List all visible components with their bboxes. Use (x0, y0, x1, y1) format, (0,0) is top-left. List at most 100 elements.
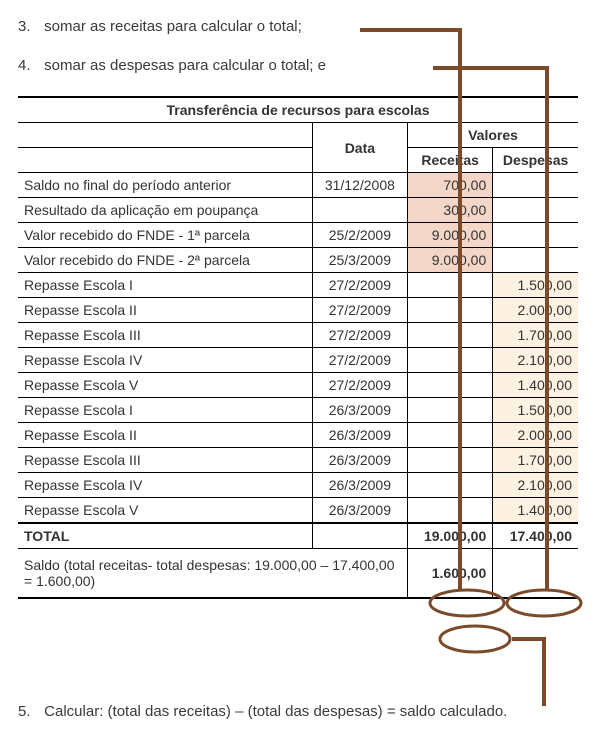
table-row: Repasse Escola II27/2/2009 2.000,00 (18, 298, 578, 323)
cell-receitas: 300,00 (408, 198, 493, 223)
table-row: Repasse Escola V27/2/2009 1.400,00 (18, 373, 578, 398)
header-data: Data (312, 123, 407, 173)
total-despesas: 17.400,00 (493, 523, 578, 549)
cell-despesas (493, 248, 578, 273)
cell-data: 27/2/2009 (312, 323, 407, 348)
table-row: Repasse Escola I26/3/2009 1.500,00 (18, 398, 578, 423)
header-valores: Valores (408, 123, 578, 148)
cell-data: 27/2/2009 (312, 348, 407, 373)
cell-despesas: 1.500,00 (493, 398, 578, 423)
table-summary: TOTAL 19.000,00 17.400,00 Saldo (total r… (18, 523, 578, 598)
cell-desc: Repasse Escola II (18, 423, 312, 448)
cell-data: 27/2/2009 (312, 298, 407, 323)
cell-data: 26/3/2009 (312, 448, 407, 473)
table-body: Saldo no final do período anterior31/12/… (18, 173, 578, 524)
cell-desc: Repasse Escola V (18, 373, 312, 398)
cell-despesas: 2.100,00 (493, 348, 578, 373)
table-row: Repasse Escola III26/3/2009 1.700,00 (18, 448, 578, 473)
table-row: Repasse Escola II26/3/2009 2.000,00 (18, 423, 578, 448)
cell-despesas: 2.000,00 (493, 298, 578, 323)
table-row: Repasse Escola V26/3/2009 1.400,00 (18, 498, 578, 524)
cell-data: 27/2/2009 (312, 273, 407, 298)
cell-receitas (408, 448, 493, 473)
header-empty2 (18, 148, 312, 173)
cell-despesas: 1.400,00 (493, 498, 578, 524)
page: 3. somar as receitas para calcular o tot… (0, 0, 596, 745)
cell-desc: Repasse Escola II (18, 298, 312, 323)
cell-desc: Repasse Escola I (18, 398, 312, 423)
cell-despesas: 1.400,00 (493, 373, 578, 398)
cell-receitas: 700,00 (408, 173, 493, 198)
transfer-table: Transferência de recursos para escolas D… (18, 96, 578, 599)
cell-receitas (408, 348, 493, 373)
table-title: Transferência de recursos para escolas (18, 97, 578, 123)
cell-receitas (408, 273, 493, 298)
cell-data: 27/2/2009 (312, 373, 407, 398)
cell-desc: Valor recebido do FNDE - 1ª parcela (18, 223, 312, 248)
saldo-circle (440, 626, 510, 652)
arrow-saldo (512, 639, 544, 706)
cell-data: 31/12/2008 (312, 173, 407, 198)
instruction-4-num: 4. (18, 57, 40, 74)
total-row: TOTAL 19.000,00 17.400,00 (18, 523, 578, 549)
cell-despesas: 2.000,00 (493, 423, 578, 448)
cell-receitas: 9.000,00 (408, 223, 493, 248)
cell-desc: Resultado da aplicação em poupança (18, 198, 312, 223)
cell-desc: Repasse Escola III (18, 323, 312, 348)
instruction-4: 4. somar as despesas para calcular o tot… (18, 57, 584, 74)
instruction-5: 5. Calcular: (total das receitas) – (tot… (18, 703, 507, 720)
cell-desc: Repasse Escola I (18, 273, 312, 298)
saldo-row: Saldo (total receitas- total despesas: 1… (18, 549, 578, 599)
cell-data: 25/3/2009 (312, 248, 407, 273)
table-row: Valor recebido do FNDE - 1ª parcela25/2/… (18, 223, 578, 248)
cell-receitas (408, 373, 493, 398)
cell-receitas (408, 398, 493, 423)
table-row: Repasse Escola III27/2/2009 1.700,00 (18, 323, 578, 348)
cell-receitas (408, 323, 493, 348)
table-row: Saldo no final do período anterior31/12/… (18, 173, 578, 198)
cell-desc: Repasse Escola III (18, 448, 312, 473)
cell-data: 25/2/2009 (312, 223, 407, 248)
cell-receitas: 9.000,00 (408, 248, 493, 273)
instruction-5-text: Calcular: (total das receitas) – (total … (44, 703, 507, 720)
cell-despesas (493, 198, 578, 223)
cell-despesas (493, 223, 578, 248)
cell-data (312, 198, 407, 223)
cell-receitas (408, 473, 493, 498)
saldo-label: Saldo (total receitas- total despesas: 1… (18, 549, 408, 599)
cell-despesas: 1.700,00 (493, 448, 578, 473)
total-label: TOTAL (18, 523, 312, 549)
cell-data: 26/3/2009 (312, 398, 407, 423)
table-row: Repasse Escola IV26/3/2009 2.100,00 (18, 473, 578, 498)
cell-data: 26/3/2009 (312, 498, 407, 524)
cell-desc: Saldo no final do período anterior (18, 173, 312, 198)
saldo-value: 1.600,00 (408, 549, 493, 599)
cell-desc: Repasse Escola IV (18, 348, 312, 373)
instruction-5-num: 5. (18, 703, 40, 720)
cell-desc: Valor recebido do FNDE - 2ª parcela (18, 248, 312, 273)
cell-data: 26/3/2009 (312, 423, 407, 448)
cell-despesas: 1.700,00 (493, 323, 578, 348)
instruction-3-text: somar as receitas para calcular o total; (44, 18, 302, 35)
instruction-4-text: somar as despesas para calcular o total;… (44, 57, 326, 74)
table-row: Resultado da aplicação em poupança 300,00 (18, 198, 578, 223)
total-receitas: 19.000,00 (408, 523, 493, 549)
table-row: Repasse Escola IV27/2/2009 2.100,00 (18, 348, 578, 373)
header-empty (18, 123, 312, 148)
cell-despesas: 2.100,00 (493, 473, 578, 498)
header-receitas: Receitas (408, 148, 493, 173)
table-row: Repasse Escola I27/2/2009 1.500,00 (18, 273, 578, 298)
saldo-empty (493, 549, 578, 599)
instruction-3: 3. somar as receitas para calcular o tot… (18, 18, 584, 35)
cell-desc: Repasse Escola V (18, 498, 312, 524)
cell-receitas (408, 423, 493, 448)
cell-receitas (408, 298, 493, 323)
cell-receitas (408, 498, 493, 524)
instruction-3-num: 3. (18, 18, 40, 35)
cell-despesas (493, 173, 578, 198)
cell-data: 26/3/2009 (312, 473, 407, 498)
table-row: Valor recebido do FNDE - 2ª parcela25/3/… (18, 248, 578, 273)
cell-desc: Repasse Escola IV (18, 473, 312, 498)
cell-despesas: 1.500,00 (493, 273, 578, 298)
header-despesas: Despesas (493, 148, 578, 173)
